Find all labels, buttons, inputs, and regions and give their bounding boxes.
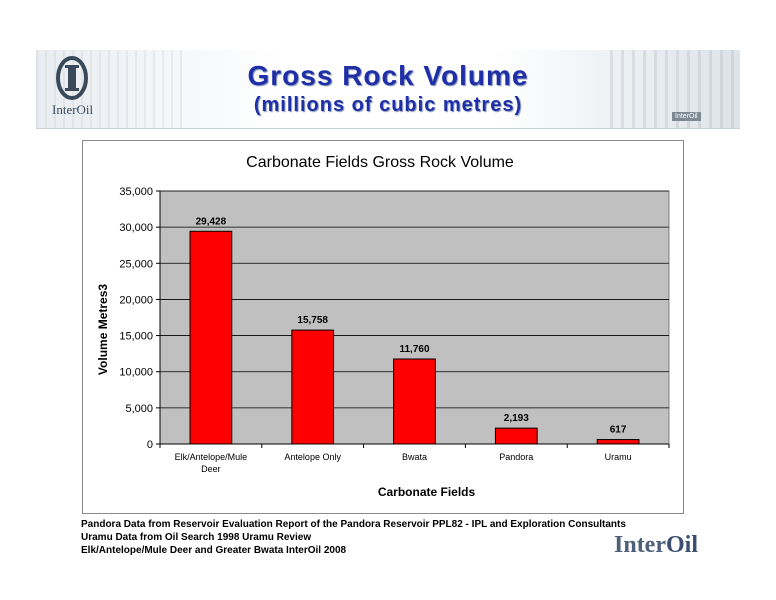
data-label: 15,758	[297, 315, 328, 326]
y-tick-label: 20,000	[119, 294, 153, 306]
data-label: 617	[610, 425, 627, 436]
banner-brand-text: InterOil	[672, 112, 701, 121]
y-tick-label: 15,000	[119, 331, 153, 343]
header-banner	[36, 50, 740, 129]
brand-part: Inter	[614, 532, 666, 558]
y-axis-ticks: 0 5,000 10,000 15,000 20,000 25,000 30,000 35,0…	[119, 186, 161, 451]
y-tick-label: 30,000	[119, 222, 153, 234]
y-tick-label: 0	[147, 439, 153, 451]
bars	[189, 230, 640, 445]
chart-title: Carbonate Fields Gross Rock Volume	[246, 154, 514, 171]
x-tick-label: Bwata	[402, 452, 427, 462]
y-tick-label: 25,000	[119, 258, 153, 270]
bar-chart: Carbonate Fields Gross Rock Volume 0 5,00…	[96, 154, 670, 499]
y-tick-label: 35,000	[119, 186, 153, 198]
source-note: Uramu Data from Oil Search 1998 Uramu Re…	[81, 532, 312, 543]
page-title: Gross Rock Volume	[247, 60, 529, 91]
brand-part: Oil	[665, 532, 698, 558]
y-axis-label: Volume Metres3	[96, 284, 110, 375]
bar	[291, 329, 335, 445]
y-tick-label: 5,000	[125, 403, 153, 415]
x-axis-ticks: Elk/Antelope/Mule Deer Antelope Only Bwata P…	[159, 443, 670, 474]
x-tick-label: Pandora	[499, 452, 533, 462]
x-tick-label: Antelope Only	[284, 452, 341, 462]
x-axis-label: Carbonate Fields	[378, 485, 476, 499]
bar	[189, 230, 233, 445]
x-tick-label: Elk/Antelope/Mule Deer	[175, 452, 248, 474]
y-tick-label: 10,000	[119, 367, 153, 379]
page-subtitle: (millions of cubic metres)	[253, 94, 523, 116]
interoil-logo: InterOil	[52, 56, 104, 128]
source-notes: Pandora Data from Reservoir Evaluation R…	[81, 518, 626, 557]
bar	[494, 427, 538, 445]
logo-text: InterOil	[52, 102, 94, 117]
value-labels: 29,428 15,758 11,760 2,193 617	[196, 216, 627, 435]
source-note: Elk/Antelope/Mule Deer and Greater Bwata…	[81, 545, 347, 556]
bar	[596, 439, 640, 445]
bar	[393, 358, 436, 445]
x-tick-label: Uramu	[605, 452, 632, 462]
data-label: 2,193	[504, 413, 529, 424]
data-label: 29,428	[196, 216, 227, 227]
source-note: Pandora Data from Reservoir Evaluation R…	[81, 519, 626, 530]
footer-brand-logo: InterOil	[614, 532, 698, 559]
data-label: 11,760	[399, 344, 429, 355]
logo-emblem-icon	[56, 56, 88, 100]
